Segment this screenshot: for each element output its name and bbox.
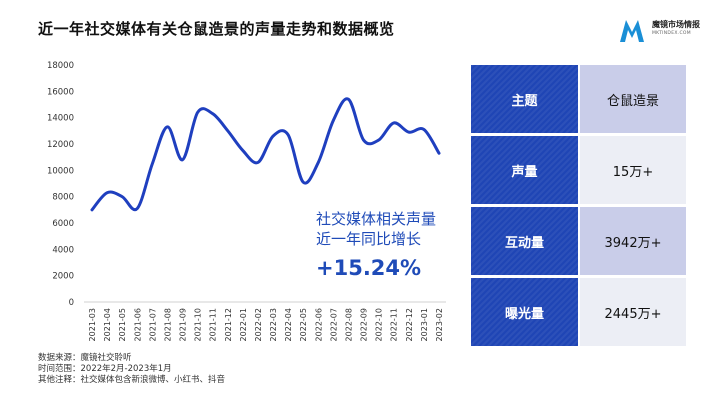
data-point — [136, 207, 139, 210]
footer-notes: 数据来源：魔镜社交聆听 时间范围：2022年2月-2023年1月 其他注释：社交… — [38, 353, 225, 386]
x-tick-label: 2021-07 — [148, 308, 157, 341]
data-point — [91, 208, 94, 211]
table-key: 主题 — [471, 65, 578, 133]
annotation-line2: 近一年同比增长 — [316, 230, 422, 248]
x-tick-label: 2022-03 — [269, 308, 278, 341]
data-point — [196, 111, 199, 114]
table-value: 2445万+ — [580, 278, 686, 346]
table-value: 3942万+ — [580, 207, 686, 275]
data-point — [121, 195, 124, 198]
data-point — [226, 129, 229, 132]
data-point — [181, 158, 184, 161]
data-point — [362, 139, 365, 142]
data-point — [272, 135, 275, 138]
overview-table: 主题 仓鼠造景 声量 15万+ 互动量 3942万+ 曝光量 2445万+ — [471, 65, 686, 349]
data-point — [256, 161, 259, 164]
x-tick-label: 2022-04 — [284, 308, 293, 341]
data-point — [151, 162, 154, 165]
x-tick-label: 2021-11 — [209, 308, 218, 341]
x-tick-label: 2021-06 — [133, 308, 142, 341]
y-tick-label: 18000 — [47, 61, 74, 71]
x-tick-label: 2022-08 — [344, 308, 353, 341]
logo-icon — [620, 20, 644, 42]
table-key: 互动量 — [471, 207, 578, 275]
table-row: 主题 仓鼠造景 — [471, 65, 686, 133]
table-row: 互动量 3942万+ — [471, 207, 686, 275]
table-value: 15万+ — [580, 136, 686, 204]
y-tick-label: 12000 — [47, 140, 74, 150]
page-title: 近一年社交媒体有关仓鼠造景的声量走势和数据概览 — [38, 20, 395, 38]
y-tick-label: 4000 — [52, 245, 74, 255]
x-tick-label: 2022-01 — [239, 308, 248, 341]
data-point — [317, 161, 320, 164]
data-point — [332, 119, 335, 122]
logo-name: 魔镜市场情报 — [652, 20, 700, 29]
footer-note: 其他注释：社交媒体包含新浪微博、小红书、抖音 — [38, 375, 226, 385]
data-point — [407, 131, 410, 134]
footer-range: 时间范围：2022年2月-2023年1月 — [38, 364, 172, 374]
x-tick-label: 2021-08 — [163, 308, 172, 341]
y-tick-label: 10000 — [47, 166, 74, 176]
growth-value: +15.24% — [316, 256, 422, 280]
x-tick-label: 2022-07 — [329, 308, 338, 341]
x-tick-label: 2023-01 — [420, 308, 429, 341]
y-tick-label: 0 — [69, 298, 74, 308]
data-point — [241, 149, 244, 152]
table-value: 仓鼠造景 — [580, 65, 686, 133]
data-point — [287, 133, 290, 136]
y-tick-label: 8000 — [52, 193, 74, 203]
x-tick-label: 2021-03 — [88, 308, 97, 341]
y-tick-label: 14000 — [47, 114, 74, 124]
x-tick-label: 2022-12 — [405, 308, 414, 341]
data-point — [166, 125, 169, 128]
x-tick-label: 2021-12 — [224, 308, 233, 341]
data-point — [302, 181, 305, 184]
data-point — [392, 121, 395, 124]
y-tick-label: 16000 — [47, 87, 74, 97]
table-row: 曝光量 2445万+ — [471, 278, 686, 346]
x-tick-label: 2022-10 — [375, 308, 384, 341]
table-key: 曝光量 — [471, 278, 578, 346]
data-point — [377, 139, 380, 142]
table-key: 声量 — [471, 136, 578, 204]
x-tick-label: 2023-02 — [435, 308, 444, 341]
logo-sub: MKTINDEX.COM — [652, 31, 691, 36]
data-point — [422, 128, 425, 131]
x-tick-label: 2022-09 — [360, 308, 369, 341]
x-tick-label: 2021-09 — [179, 308, 188, 341]
data-point — [211, 112, 214, 115]
x-tick-label: 2022-02 — [254, 308, 263, 341]
table-row: 声量 15万+ — [471, 136, 686, 204]
series-line — [90, 97, 441, 212]
y-tick-label: 2000 — [52, 272, 74, 282]
x-tick-label: 2022-05 — [299, 308, 308, 341]
data-point — [347, 98, 350, 101]
x-tick-label: 2021-04 — [103, 308, 112, 341]
x-tick-label: 2021-10 — [194, 308, 203, 341]
x-tick-label: 2021-05 — [118, 308, 127, 341]
x-tick-label: 2022-11 — [390, 308, 399, 341]
footer-source: 数据来源：魔镜社交聆听 — [38, 353, 132, 363]
x-tick-label: 2022-06 — [314, 308, 323, 341]
data-point — [438, 152, 441, 155]
y-tick-label: 6000 — [52, 219, 74, 229]
data-point — [106, 191, 109, 194]
annotation-line1: 社交媒体相关声量 — [316, 210, 437, 228]
